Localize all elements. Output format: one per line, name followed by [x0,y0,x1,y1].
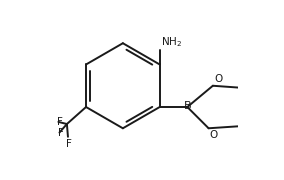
Text: NH$_2$: NH$_2$ [161,35,182,49]
Text: B: B [183,101,191,111]
Text: F: F [57,117,63,127]
Text: O: O [214,74,222,84]
Text: F: F [58,127,64,138]
Text: F: F [66,139,72,149]
Text: O: O [210,130,218,140]
